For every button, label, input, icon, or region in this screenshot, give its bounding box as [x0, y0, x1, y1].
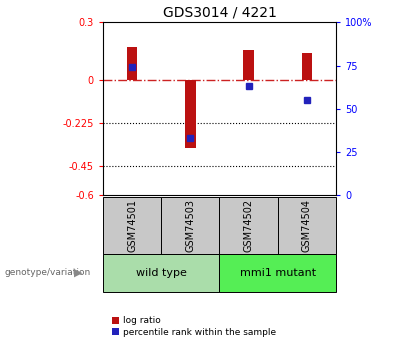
Text: GSM74503: GSM74503: [185, 199, 195, 252]
Bar: [243, 50, 254, 80]
Text: GSM74501: GSM74501: [127, 199, 137, 252]
Text: ▶: ▶: [74, 268, 82, 277]
Legend: log ratio, percentile rank within the sample: log ratio, percentile rank within the sa…: [112, 316, 276, 337]
Text: genotype/variation: genotype/variation: [4, 268, 90, 277]
Bar: [278, 197, 336, 254]
Text: GSM74502: GSM74502: [244, 199, 254, 252]
Bar: [103, 254, 220, 292]
Bar: [103, 197, 161, 254]
Bar: [220, 254, 336, 292]
Title: GDS3014 / 4221: GDS3014 / 4221: [163, 6, 276, 20]
Text: GSM74504: GSM74504: [302, 199, 312, 252]
Bar: [220, 197, 278, 254]
Bar: [161, 197, 220, 254]
Bar: [302, 53, 312, 80]
Bar: [127, 47, 137, 80]
Bar: [185, 80, 196, 148]
Text: wild type: wild type: [136, 268, 186, 277]
Text: mmi1 mutant: mmi1 mutant: [240, 268, 316, 277]
